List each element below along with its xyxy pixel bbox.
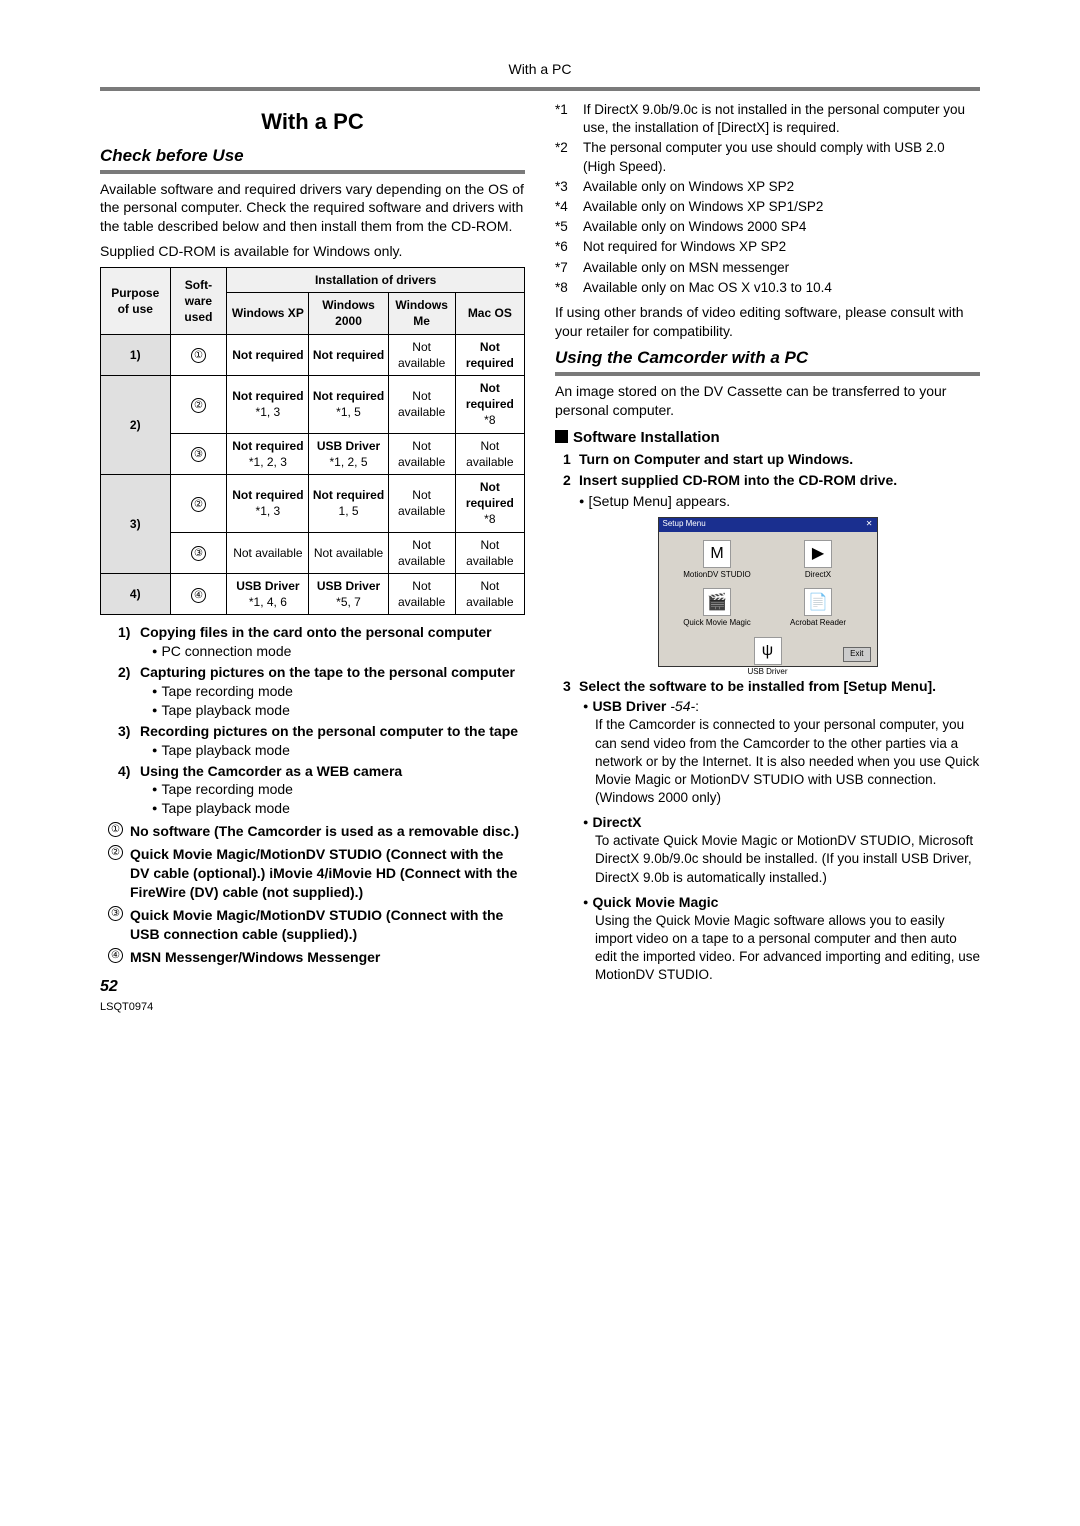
section-rule	[100, 170, 525, 174]
th-software: Soft-ware used	[170, 268, 227, 335]
cell: Not required *1, 3	[227, 474, 309, 532]
cell: Not required	[309, 334, 388, 375]
document-id: LSQT0974	[100, 1000, 525, 1015]
cell: Not required	[455, 334, 524, 375]
page-number: 52	[100, 976, 525, 998]
cell-sw: ④	[170, 573, 227, 614]
running-header: With a PC	[100, 60, 980, 79]
th-win2000: Windows 2000	[309, 293, 388, 334]
cell: Not required *8	[455, 376, 524, 434]
cell: Not available	[455, 532, 524, 573]
th-purpose: Purpose of use	[101, 268, 171, 335]
cell: Not required *1, 5	[309, 376, 388, 434]
section-rule	[555, 372, 980, 376]
cell: Not available	[455, 573, 524, 614]
cell-purpose: 4)	[101, 573, 171, 614]
cell: Not available	[227, 532, 309, 573]
cell: Not available	[455, 433, 524, 474]
cell: Not available	[388, 474, 455, 532]
cell-purpose: 3)	[101, 474, 171, 573]
cell: Not available	[388, 334, 455, 375]
install-steps: 1Turn on Computer and start up Windows. …	[563, 450, 980, 511]
cell-purpose: 1)	[101, 334, 171, 375]
section-check-before-use: Check before Use	[100, 145, 525, 168]
cell-purpose: 2)	[101, 376, 171, 475]
notes-footer: If using other brands of video editing s…	[555, 303, 980, 341]
cell: Not available	[388, 532, 455, 573]
step-3: 3Select the software to be installed fro…	[563, 677, 980, 696]
th-install: Installation of drivers	[227, 268, 525, 293]
cell: Not required 1, 5	[309, 474, 388, 532]
cell: Not available	[388, 433, 455, 474]
footnotes: *1If DirectX 9.0b/9.0c is not installed …	[555, 101, 980, 297]
install-items: USB Driver -54-: If the Camcorder is con…	[571, 697, 980, 984]
th-winxp: Windows XP	[227, 293, 309, 334]
cell-sw: ③	[170, 433, 227, 474]
cell-sw: ③	[170, 532, 227, 573]
th-winme: Windows Me	[388, 293, 455, 334]
intro-paragraph-2: Supplied CD-ROM is available for Windows…	[100, 242, 525, 261]
right-column: *1If DirectX 9.0b/9.0c is not installed …	[555, 101, 980, 1015]
purpose-list: 1)Copying files in the card onto the per…	[118, 623, 525, 818]
cell: USB Driver *1, 4, 6	[227, 573, 309, 614]
cell: USB Driver *5, 7	[309, 573, 388, 614]
cell-sw: ②	[170, 376, 227, 434]
step2-sub: [Setup Menu] appears.	[579, 492, 980, 511]
cell: Not required *1, 2, 3	[227, 433, 309, 474]
cell: Not available	[309, 532, 388, 573]
main-title: With a PC	[100, 107, 525, 137]
th-macos: Mac OS	[455, 293, 524, 334]
software-list: ①No software (The Camcorder is used as a…	[108, 822, 525, 966]
software-installation-heading: Software Installation	[555, 428, 980, 448]
cell: Not required *1, 3	[227, 376, 309, 434]
using-para: An image stored on the DV Cassette can b…	[555, 382, 980, 420]
left-column: With a PC Check before Use Available sof…	[100, 101, 525, 1015]
cell: Not available	[388, 573, 455, 614]
top-rule	[100, 87, 980, 91]
cell-sw: ②	[170, 474, 227, 532]
cell: Not available	[388, 376, 455, 434]
cell-sw: ①	[170, 334, 227, 375]
cell: Not required *8	[455, 474, 524, 532]
cell: Not required	[227, 334, 309, 375]
section-using-camcorder: Using the Camcorder with a PC	[555, 347, 980, 370]
setup-menu-screenshot: Setup Menu✕ MMotionDV STUDIO ▶DirectX 🎬Q…	[658, 517, 878, 667]
intro-paragraph-1: Available software and required drivers …	[100, 180, 525, 237]
drivers-table: Purpose of use Soft-ware used Installati…	[100, 267, 525, 615]
cell: USB Driver *1, 2, 5	[309, 433, 388, 474]
